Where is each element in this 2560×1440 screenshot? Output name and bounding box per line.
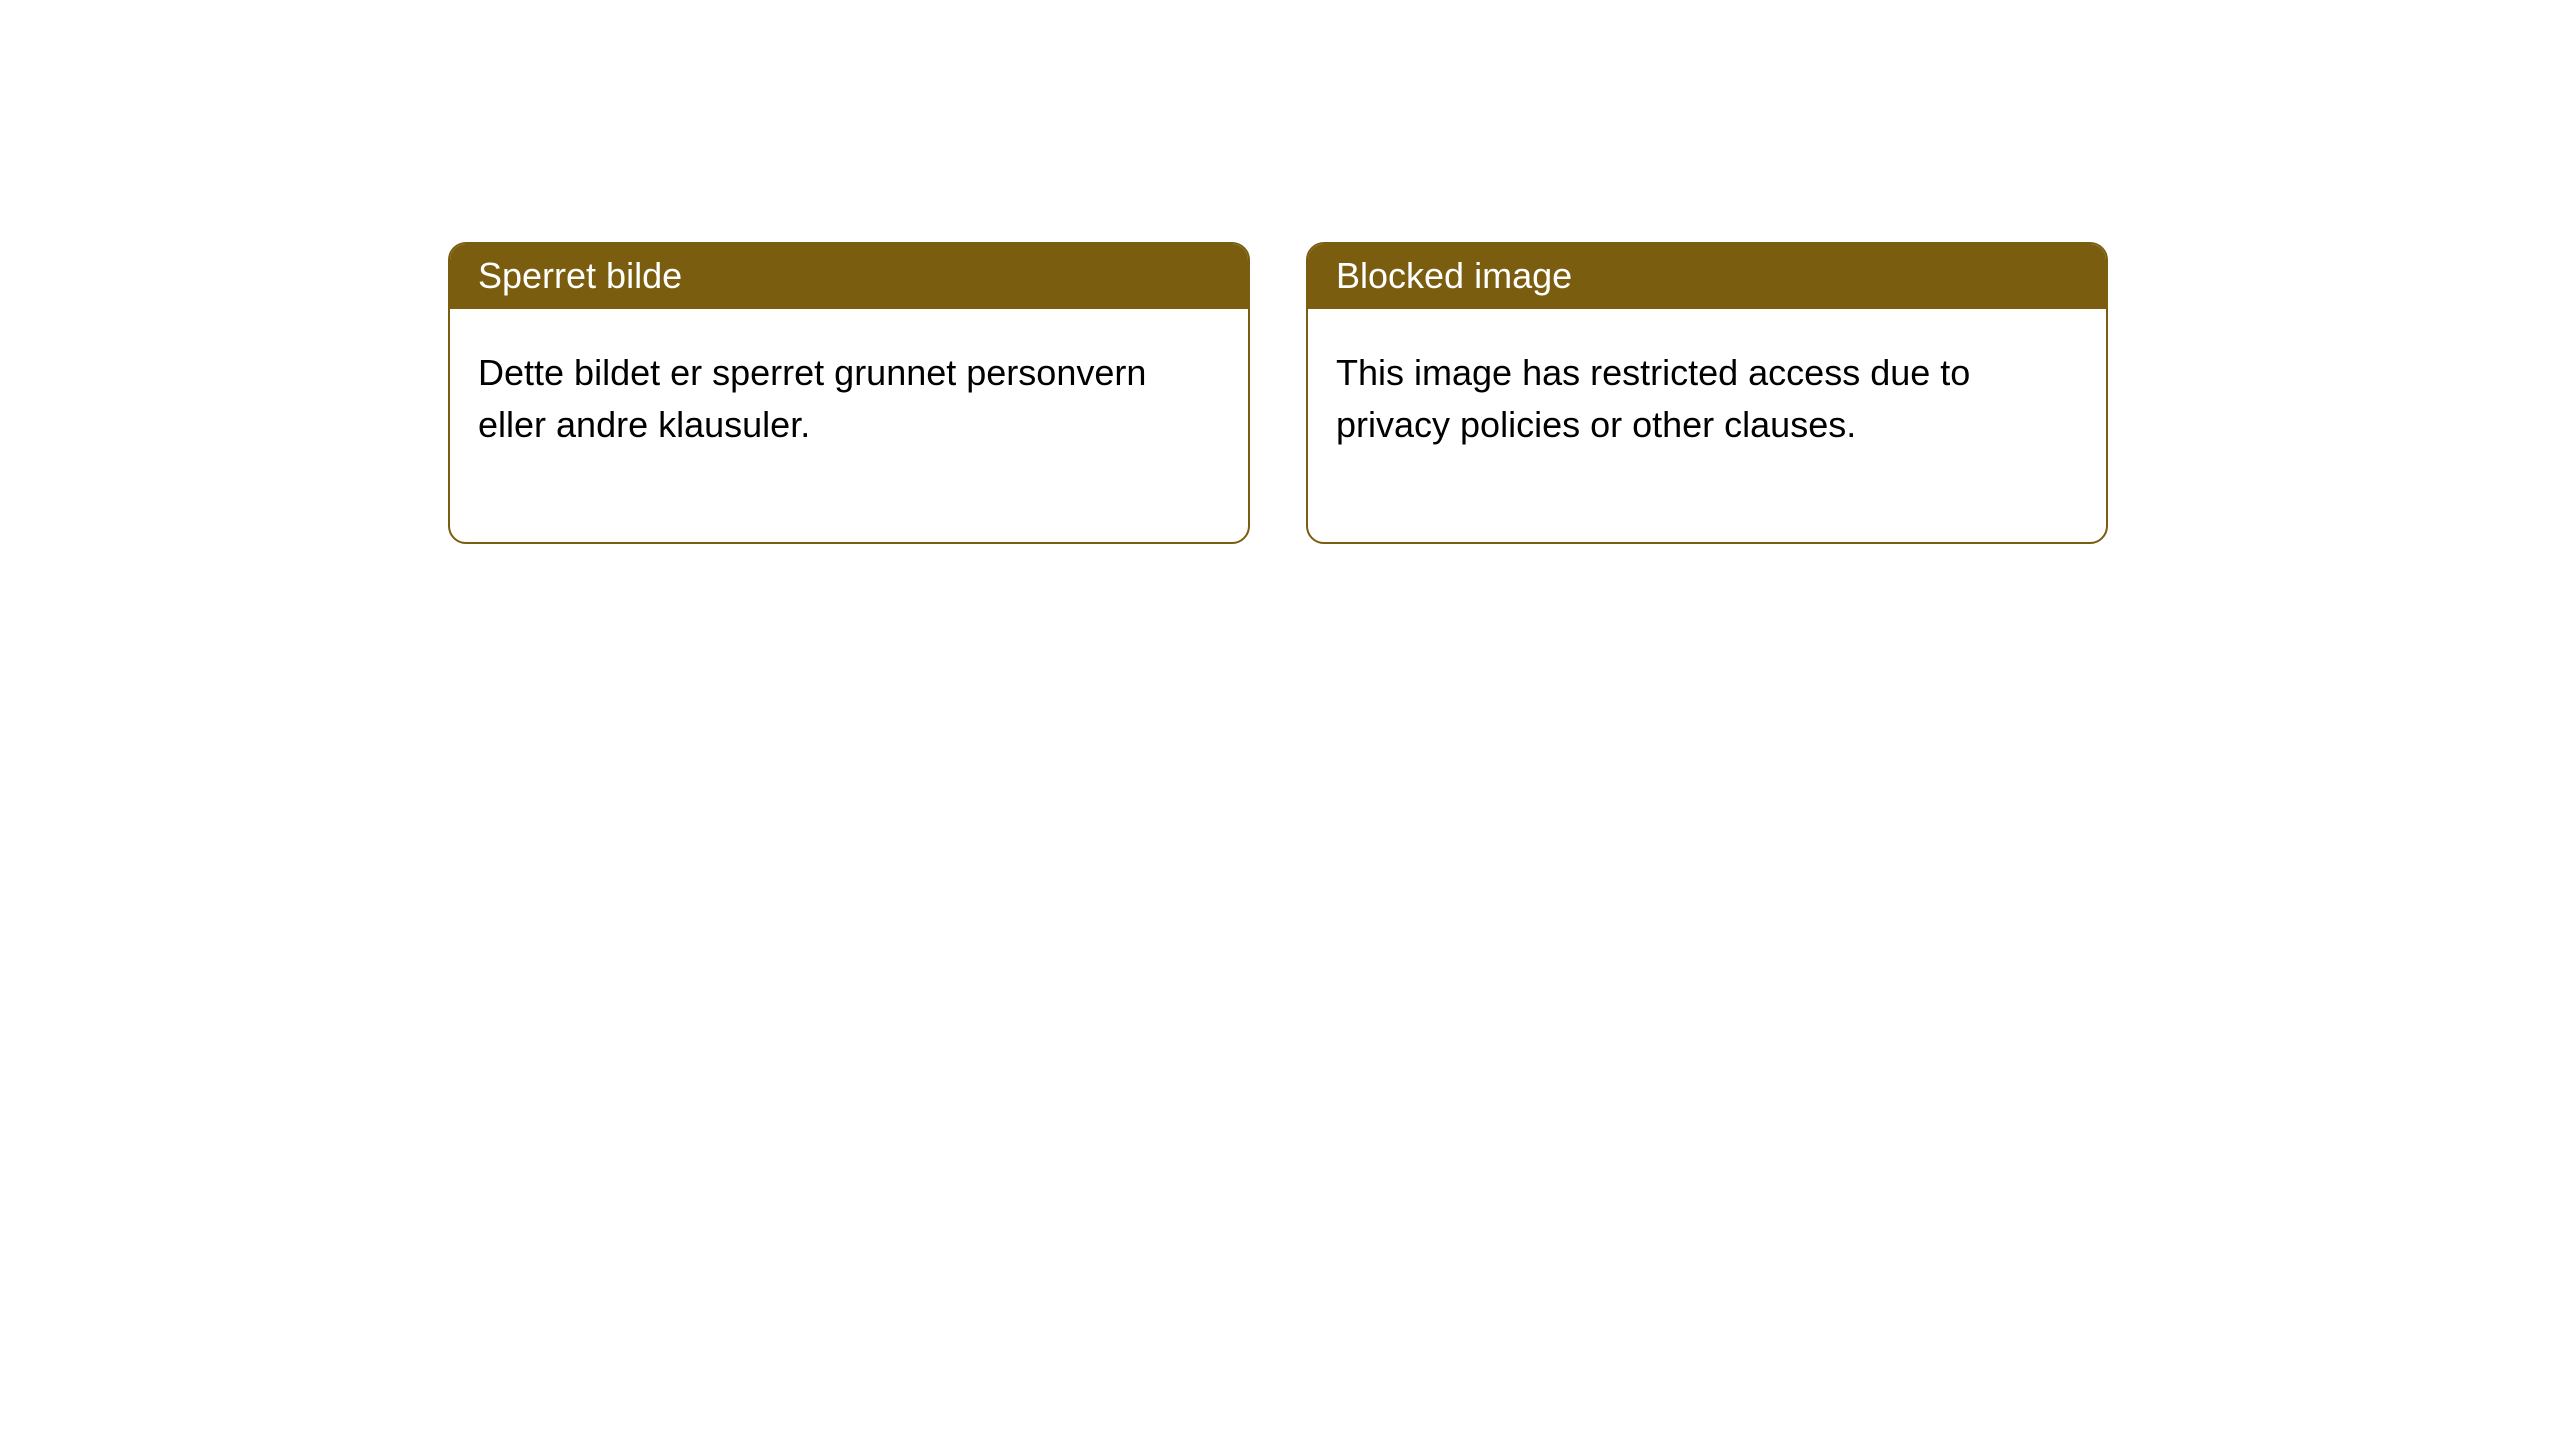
notice-container: Sperret bilde Dette bildet er sperret gr… (0, 0, 2560, 544)
notice-card-no: Sperret bilde Dette bildet er sperret gr… (448, 242, 1250, 544)
notice-title-en: Blocked image (1308, 244, 2106, 309)
notice-title-no: Sperret bilde (450, 244, 1248, 309)
notice-body-no: Dette bildet er sperret grunnet personve… (450, 309, 1248, 541)
notice-card-en: Blocked image This image has restricted … (1306, 242, 2108, 544)
notice-body-en: This image has restricted access due to … (1308, 309, 2106, 541)
